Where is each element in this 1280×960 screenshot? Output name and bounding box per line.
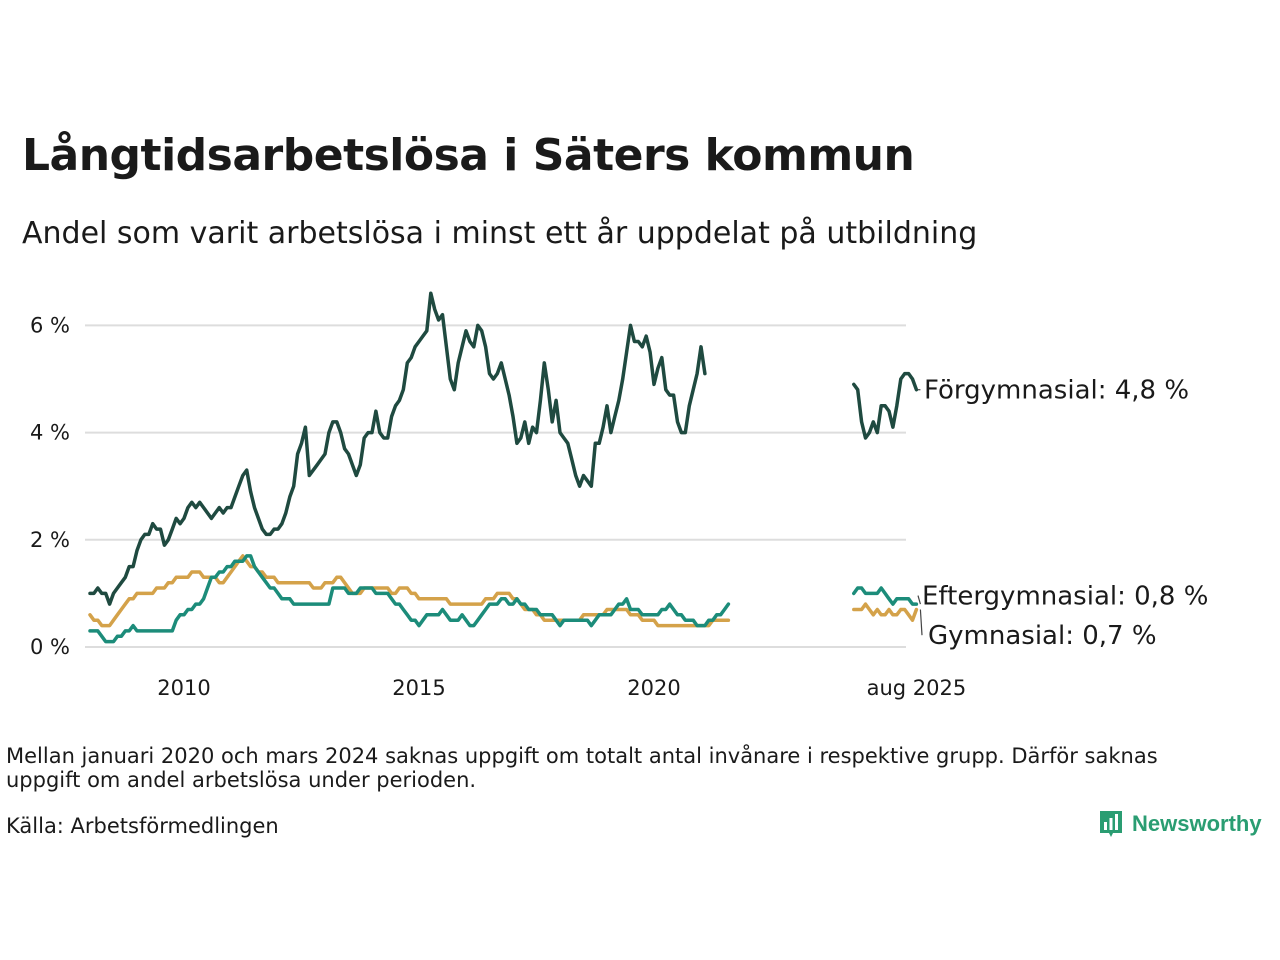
label-leader (917, 595, 921, 605)
series-labels: Förgymnasial: 4,8 % Eftergymnasial: 0,8 %… (917, 376, 1208, 651)
footnote: Mellan januari 2020 och mars 2024 saknas… (6, 744, 1158, 792)
series-lines (88, 291, 919, 644)
y-axis: 0 % 2 % 4 % 6 % (30, 313, 70, 659)
gridlines (85, 324, 906, 648)
x-tick-label: 2020 (627, 676, 680, 700)
x-axis: 2010 2015 2020 aug 2025 (157, 676, 966, 700)
chart-subtitle: Andel som varit arbetslösa i minst ett å… (22, 216, 978, 251)
brand-logo: Newsworthy (1098, 808, 1262, 840)
y-tick-label: 0 % (30, 635, 70, 659)
series-line-förgymnasial (88, 291, 707, 606)
series-line-eftergymnasial (852, 586, 919, 606)
y-tick-label: 4 % (30, 421, 70, 445)
chart-title: Långtidsarbetslösa i Säters kommun (22, 130, 915, 181)
x-tick-label: 2015 (392, 676, 445, 700)
y-tick-label: 6 % (30, 313, 70, 337)
y-tick-label: 2 % (30, 528, 70, 552)
series-line-gymnasial (88, 554, 731, 628)
label-leader (919, 609, 923, 636)
series-label-gymnasial: Gymnasial: 0,7 % (928, 621, 1157, 651)
bar-chart-icon (1100, 811, 1122, 837)
brand-name: Newsworthy (1132, 811, 1262, 836)
series-label-forgymnasial: Förgymnasial: 4,8 % (924, 376, 1189, 406)
line-chart: 0 % 2 % 4 % 6 % 2010 2015 2020 aug 2025 Förgym… (30, 291, 1208, 700)
series-line-gymnasial (852, 602, 919, 622)
x-tick-label: 2010 (157, 676, 210, 700)
series-label-eftergymnasial: Eftergymnasial: 0,8 % (922, 582, 1208, 612)
series-line-eftergymnasial (88, 554, 731, 644)
x-tick-label: aug 2025 (867, 676, 967, 700)
source-note: Källa: Arbetsförmedlingen (6, 814, 279, 838)
series-line-förgymnasial (852, 371, 919, 440)
